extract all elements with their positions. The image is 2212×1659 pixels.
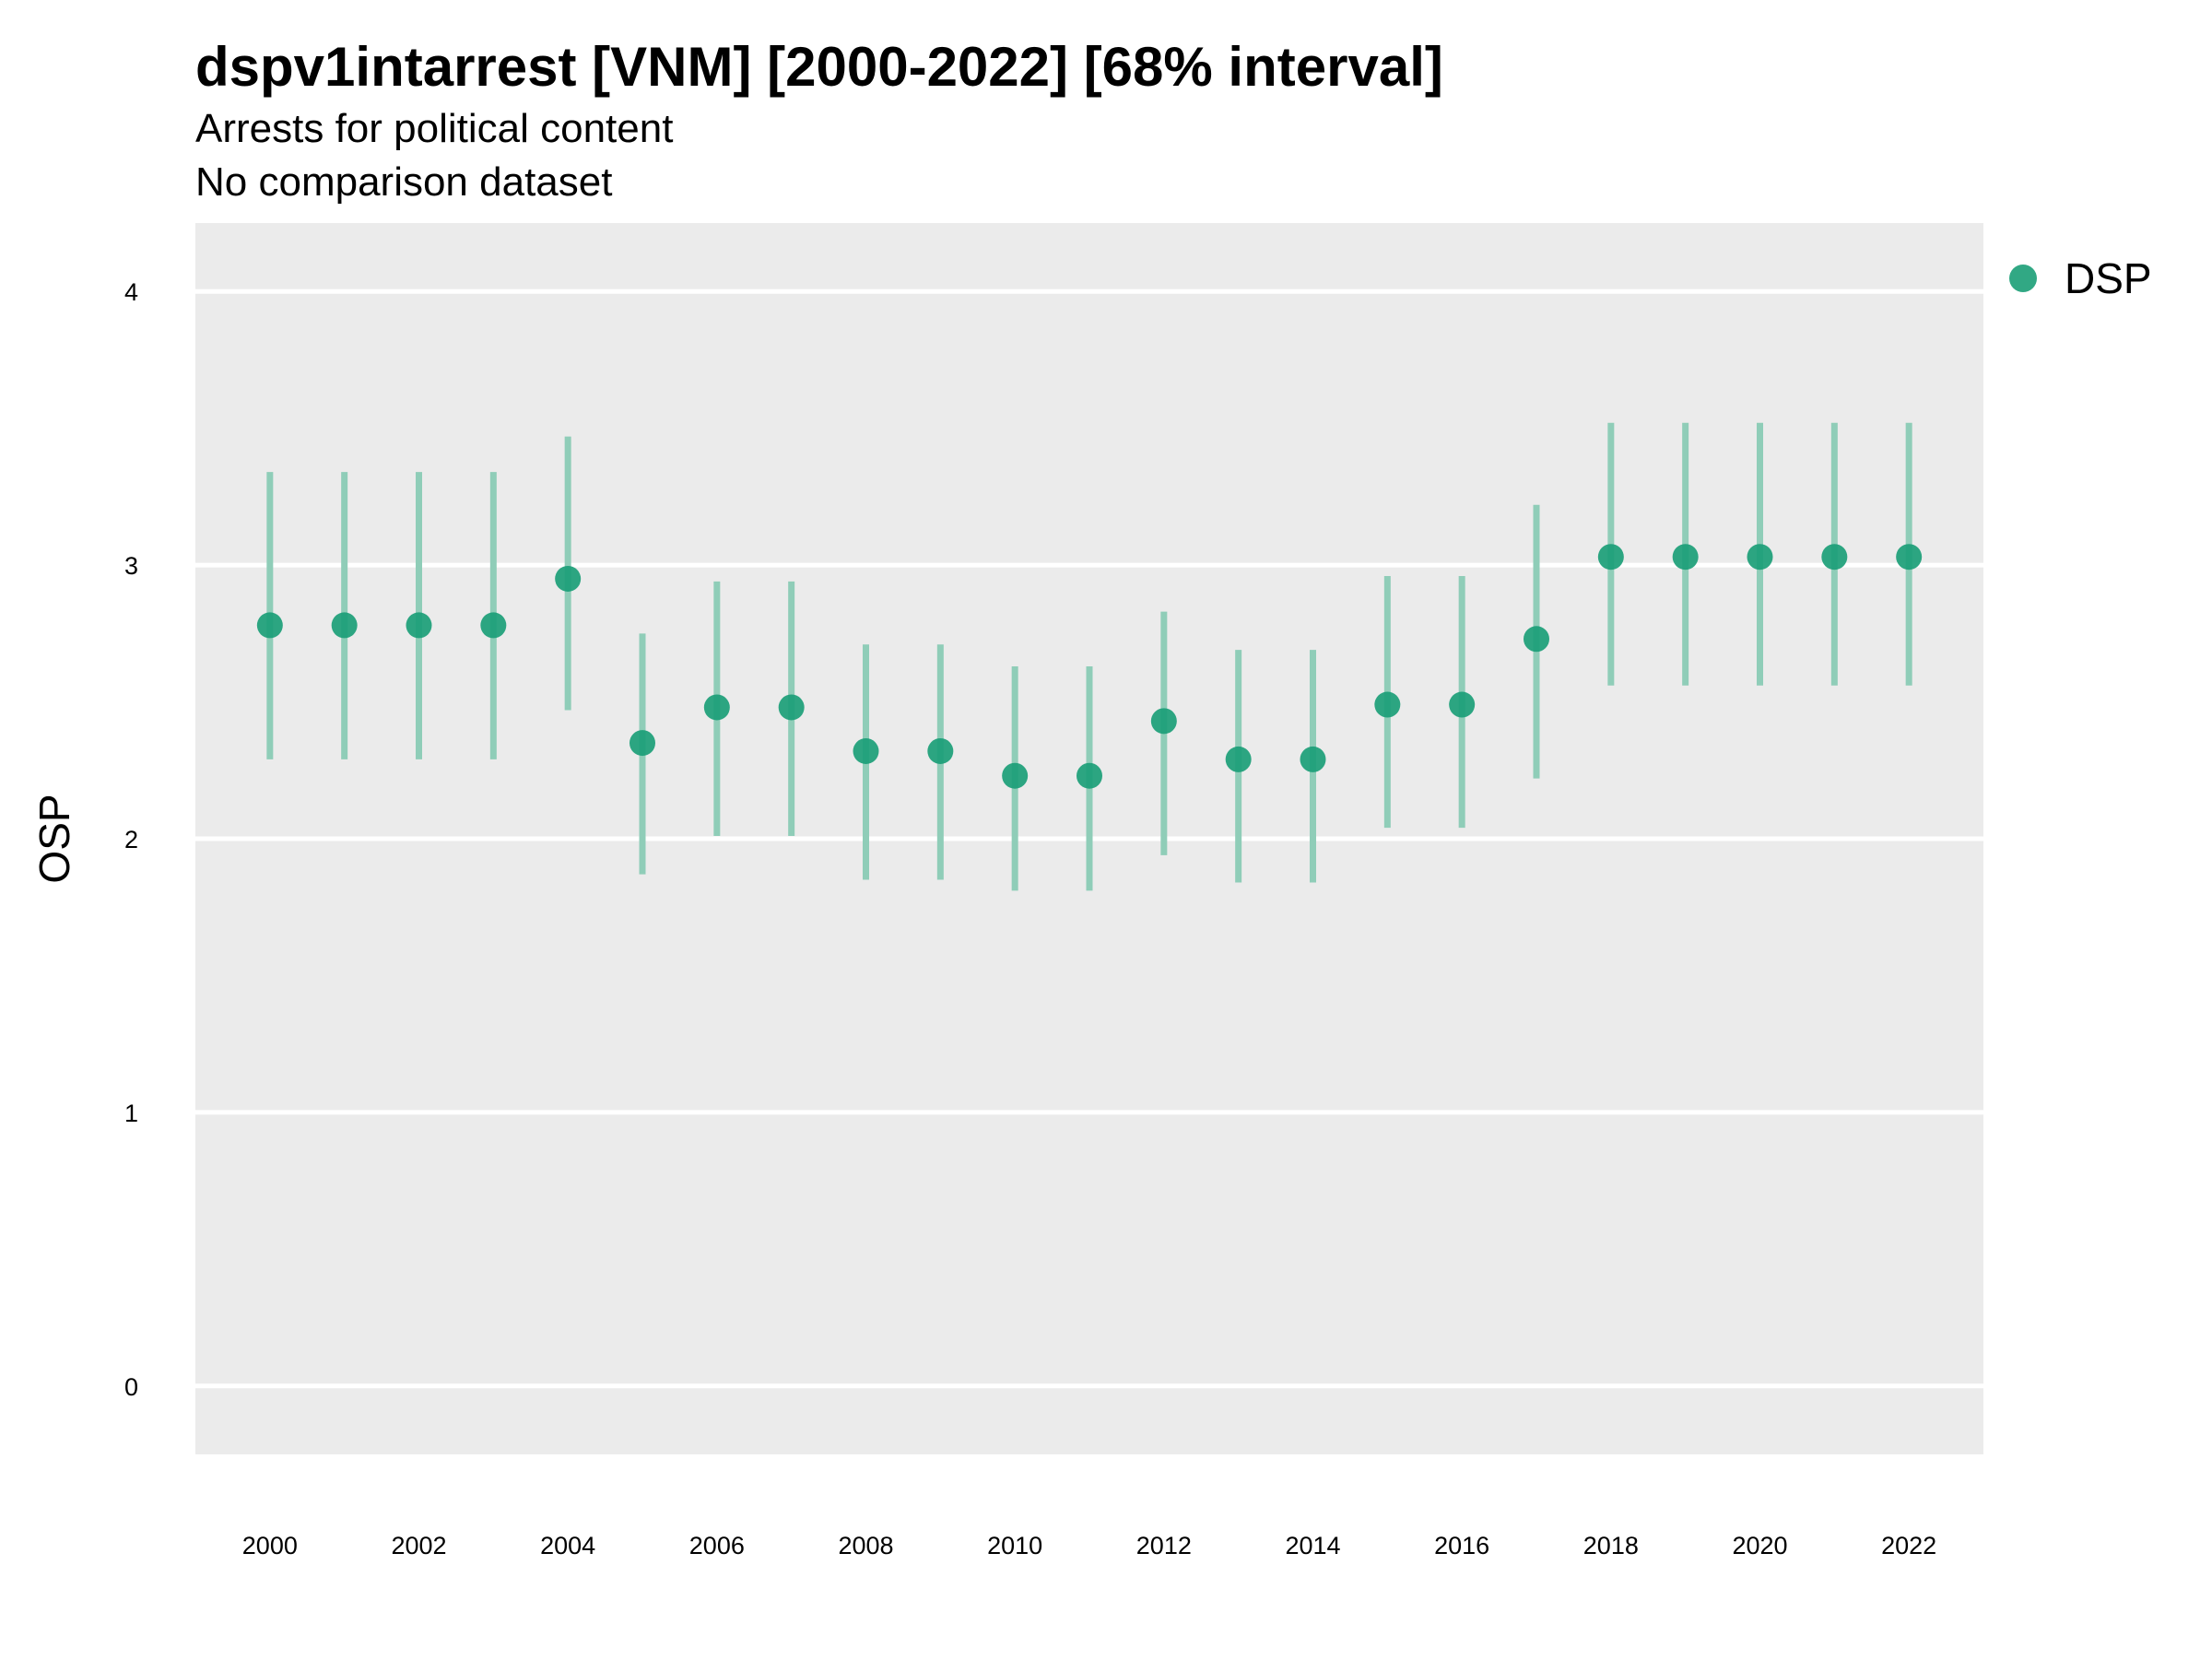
x-tick-label: 2008 — [838, 1532, 893, 1559]
legend-label-dsp: DSP — [2065, 254, 2152, 302]
data-point — [1300, 746, 1326, 772]
data-point — [853, 737, 879, 764]
data-point — [480, 612, 507, 639]
chart-subtitle: Arrests for political content — [195, 106, 674, 151]
data-point — [1374, 691, 1401, 718]
data-point — [1225, 746, 1252, 772]
y-tick-label: 1 — [124, 1100, 138, 1127]
data-points — [256, 544, 1923, 789]
x-tick-label: 2018 — [1583, 1532, 1639, 1559]
y-tick-label: 0 — [124, 1373, 138, 1401]
data-point — [331, 612, 358, 639]
data-point — [256, 612, 283, 639]
data-point — [703, 694, 730, 721]
x-tick-label: 2016 — [1434, 1532, 1489, 1559]
y-tick-label: 4 — [124, 278, 138, 306]
x-tick-labels: 2000 2002 2004 2006 2008 2010 2012 2014 2016 2018… — [242, 1532, 1936, 1559]
x-tick-label: 2014 — [1285, 1532, 1340, 1559]
x-tick-label: 2000 — [242, 1532, 298, 1559]
y-tick-labels: 0 1 2 3 4 — [124, 278, 138, 1401]
x-tick-label: 2020 — [1732, 1532, 1787, 1559]
legend: DSP — [2009, 253, 2152, 303]
data-point — [1747, 544, 1773, 571]
data-point — [1524, 626, 1549, 653]
legend-key-dsp — [2009, 265, 2037, 292]
data-point — [1597, 544, 1624, 571]
y-tick-label: 3 — [124, 552, 138, 580]
y-axis-label: OSP — [30, 794, 78, 883]
data-point — [1449, 691, 1476, 718]
data-point — [927, 737, 954, 764]
data-point — [406, 612, 432, 639]
data-point — [1672, 544, 1699, 571]
x-tick-label: 2022 — [1881, 1532, 1936, 1559]
data-point — [1002, 762, 1029, 789]
x-tick-label: 2006 — [689, 1532, 745, 1559]
data-point — [778, 694, 805, 721]
chart-title: dspv1intarrest [VNM] [2000-2022] [68% in… — [195, 36, 1443, 98]
x-tick-label: 2010 — [987, 1532, 1042, 1559]
chart-caption: No comparison dataset — [195, 159, 613, 205]
x-tick-label: 2002 — [391, 1532, 446, 1559]
data-point — [629, 730, 655, 757]
data-point — [1077, 762, 1102, 789]
data-point — [1821, 544, 1848, 571]
x-tick-label: 2012 — [1136, 1532, 1192, 1559]
data-point — [1896, 544, 1923, 571]
x-tick-label: 2004 — [540, 1532, 595, 1559]
data-point — [1150, 708, 1177, 735]
y-tick-label: 2 — [124, 826, 138, 853]
gridlines — [195, 288, 1983, 1389]
data-point — [555, 565, 582, 592]
